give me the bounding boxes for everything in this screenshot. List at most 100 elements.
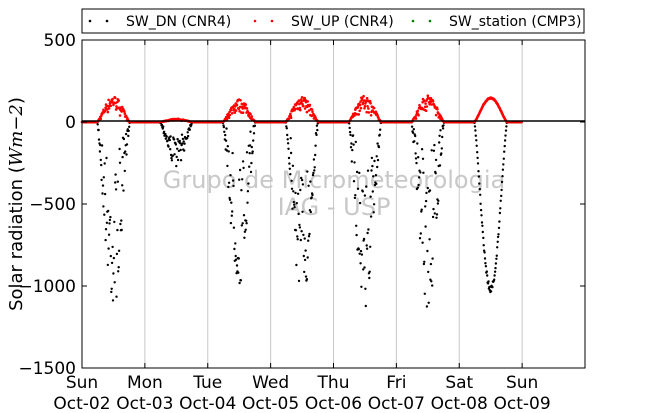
sw-dn-point — [484, 265, 488, 268]
sw-dn-point — [424, 205, 427, 208]
sw-dn-point — [502, 157, 505, 160]
sw-up-point — [303, 96, 307, 100]
legend-marker — [428, 19, 432, 23]
sw-dn-point — [114, 181, 117, 184]
sw-dn-point — [485, 270, 488, 273]
sw-dn-point — [432, 207, 435, 211]
sw-dn-point — [305, 278, 309, 281]
sw-dn-point — [414, 157, 418, 160]
sw-dn-point — [253, 124, 257, 128]
sw-up-point — [238, 110, 241, 113]
sw-dn-point — [127, 129, 130, 133]
sw-dn-point — [292, 190, 295, 193]
sw-dn-point — [116, 228, 119, 232]
sw-dn-point — [306, 170, 309, 173]
sw-up-point — [300, 100, 303, 103]
sw-dn-point — [226, 164, 229, 168]
sw-dn-point — [307, 235, 311, 238]
sw-dn-point — [504, 134, 507, 137]
sw-dn-point — [290, 179, 293, 182]
sw-dn-point — [499, 207, 502, 210]
sw-dn-point — [224, 139, 228, 142]
sw-dn-point — [434, 172, 437, 175]
sw-dn-point — [227, 181, 231, 184]
sw-dn-point — [113, 281, 116, 284]
sw-dn-point — [188, 128, 191, 131]
sw-dn-point — [175, 155, 178, 159]
sw-dn-point — [111, 245, 114, 249]
sw-dn-point — [373, 159, 376, 163]
sw-up-point — [299, 98, 303, 101]
sw-up-point — [99, 117, 103, 121]
sw-dn-point — [120, 228, 123, 232]
sw-dn-point — [415, 161, 418, 165]
sw-dn-point — [293, 203, 296, 206]
sw-dn-point — [378, 133, 381, 136]
sw-dn-point — [164, 132, 167, 136]
sw-dn-point — [374, 174, 378, 177]
sw-dn-point — [170, 156, 173, 160]
sw-dn-point — [231, 210, 234, 213]
sw-up-point — [107, 107, 111, 110]
sw-up-point — [230, 112, 234, 115]
sw-dn-point — [176, 147, 179, 150]
sw-dn-point — [433, 143, 436, 147]
sw-dn-point — [420, 210, 423, 213]
sw-up-point — [367, 111, 371, 114]
sw-dn-point — [354, 194, 357, 197]
sw-dn-point — [314, 153, 317, 157]
y-axis-label-text: Solar radiation ( — [6, 166, 27, 311]
sw-up-point — [414, 115, 417, 118]
sw-up-point — [302, 104, 305, 108]
sw-up-point — [357, 113, 361, 116]
sw-dn-point — [245, 219, 248, 222]
sw-dn-point — [182, 140, 185, 143]
sw-dn-point — [248, 165, 251, 168]
sw-dn-point — [294, 191, 297, 195]
sw-dn-point — [484, 262, 487, 265]
sw-dn-point — [433, 212, 436, 215]
sw-dn-point — [481, 224, 484, 227]
x-tick-label-day: Fri — [386, 373, 406, 393]
sw-dn-point — [363, 194, 367, 197]
sw-dn-point — [479, 208, 483, 212]
sw-dn-point — [495, 254, 498, 257]
x-tick-label-day: Wed — [252, 373, 289, 393]
sw-dn-point — [229, 174, 232, 177]
sw-dn-point — [355, 224, 358, 227]
sw-up-point — [246, 110, 250, 114]
sw-dn-point — [440, 152, 443, 155]
sw-dn-point — [224, 133, 227, 137]
sw-dn-point — [377, 145, 381, 149]
sw-up-point — [287, 117, 291, 120]
sw-dn-point — [111, 299, 115, 302]
sw-up-point — [241, 111, 245, 114]
sw-up-point — [359, 100, 362, 103]
sw-dn-point — [316, 128, 319, 132]
sw-dn-point — [489, 290, 493, 293]
x-tick-label-date: Oct-04 — [179, 394, 236, 409]
sw-dn-point — [125, 143, 129, 146]
sw-up-point — [367, 107, 370, 110]
sw-dn-point — [122, 137, 126, 141]
sw-dn-point — [370, 169, 373, 172]
sw-dn-point — [420, 208, 423, 211]
legend-box — [81, 8, 585, 34]
sw-dn-point — [421, 241, 424, 244]
sw-dn-point — [491, 285, 494, 289]
sw-dn-point — [230, 214, 233, 217]
sw-dn-point — [97, 128, 100, 132]
sw-dn-point — [242, 166, 245, 170]
x-tick-label-date: Oct-09 — [494, 394, 551, 409]
sw-dn-point — [241, 160, 245, 163]
x-tick-label-date: Oct-08 — [431, 394, 488, 409]
sw-dn-point — [348, 130, 352, 134]
sw-up-point — [369, 114, 373, 117]
sw-up-point — [292, 105, 296, 109]
sw-dn-point — [120, 219, 123, 222]
sw-dn-point — [296, 238, 299, 241]
sw-up-point — [365, 96, 369, 100]
sw-up-point — [311, 110, 314, 114]
sw-dn-point — [314, 144, 317, 147]
y-tick-label: 0 — [65, 113, 76, 133]
